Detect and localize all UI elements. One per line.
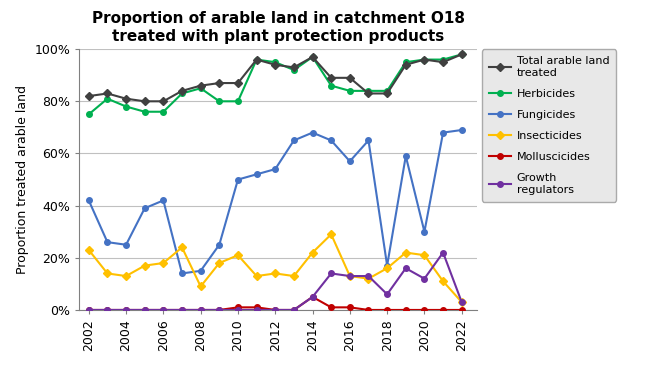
- Legend: Total arable land
treated, Herbicides, Fungicides, Insecticides, Molluscicides, : Total arable land treated, Herbicides, F…: [482, 50, 616, 201]
- Title: Proportion of arable land in catchment O18
treated with plant protection product: Proportion of arable land in catchment O…: [91, 11, 465, 44]
- Y-axis label: Proportion treated arable land: Proportion treated arable land: [16, 85, 29, 274]
